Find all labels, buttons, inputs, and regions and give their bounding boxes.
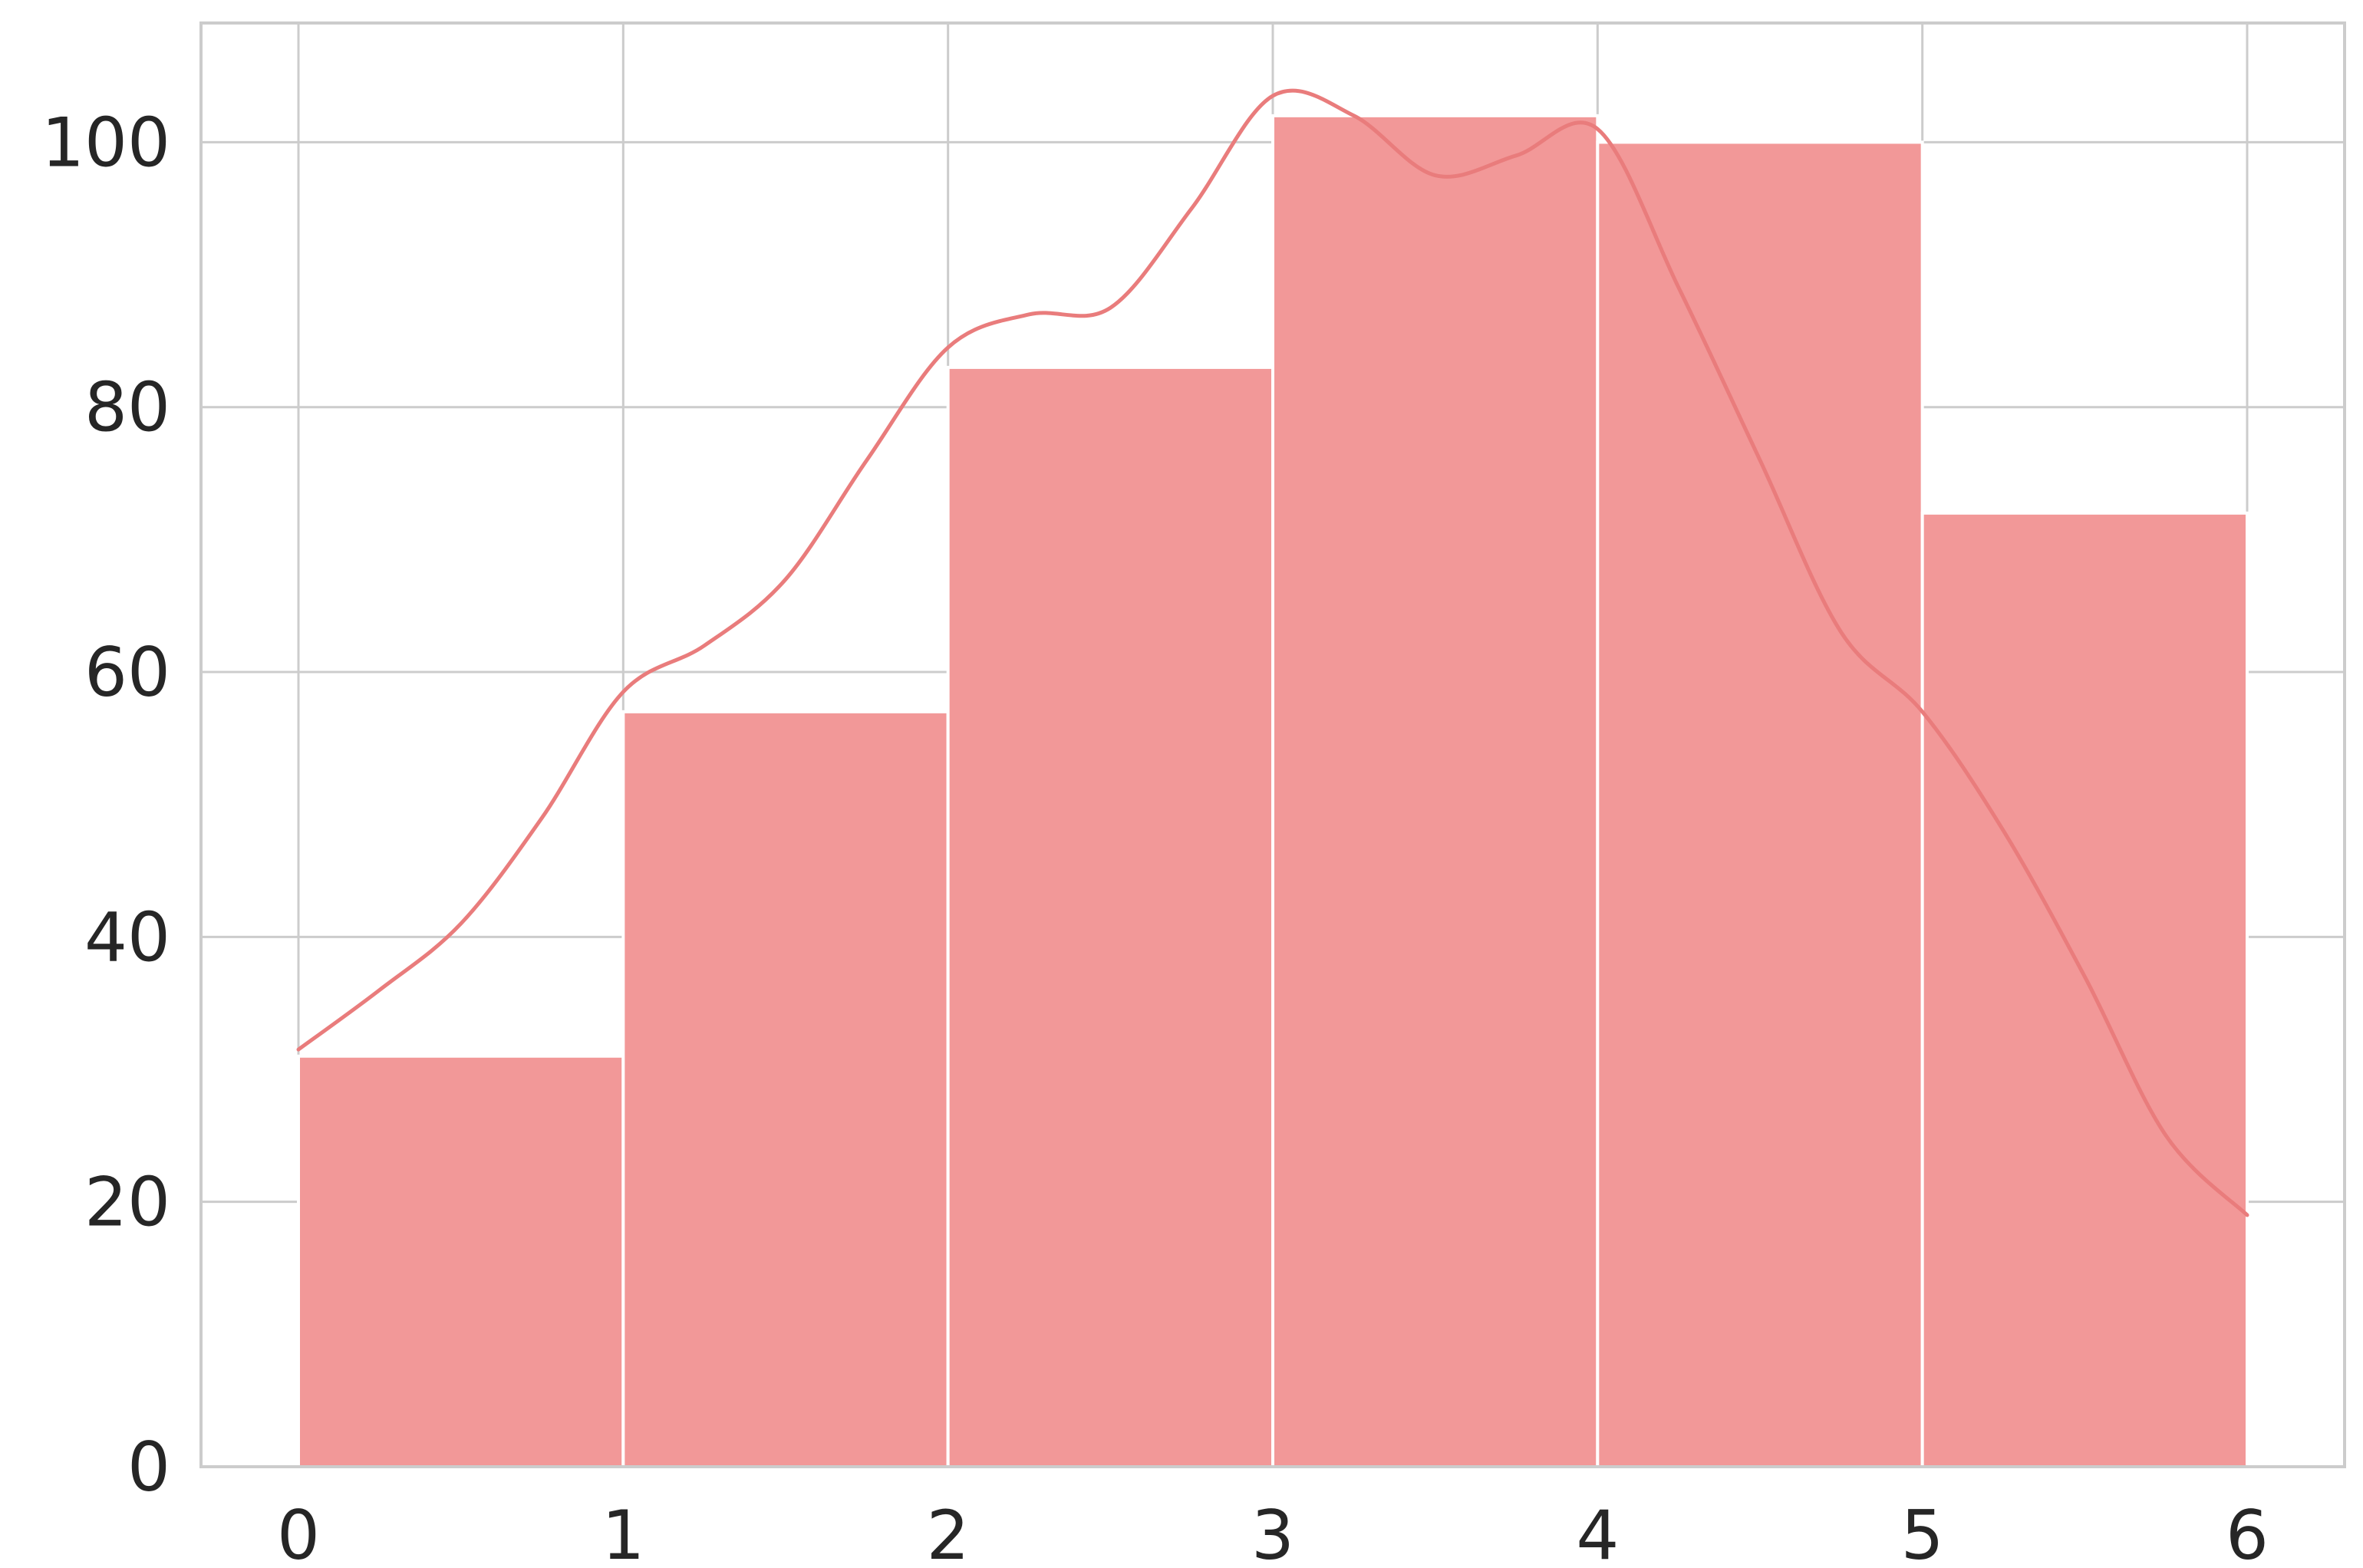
histogram-bar-2 [946,365,1274,1468]
y-tick-label-40: 40 [84,898,170,977]
x-tick-label-5: 5 [1901,1496,1944,1568]
y-axis-ticks: 0 20 40 60 80 100 [41,103,170,1507]
y-tick-label-80: 80 [84,368,170,447]
x-axis-ticks: 0 1 2 3 4 5 6 [277,1496,2269,1568]
x-tick-label-1: 1 [601,1496,644,1568]
y-tick-label-100: 100 [41,103,170,182]
histogram-bar-5 [1920,511,2249,1469]
x-tick-label-0: 0 [277,1496,320,1568]
x-tick-label-2: 2 [927,1496,970,1568]
histogram-bar-3 [1271,114,1600,1468]
y-tick-label-0: 0 [127,1428,170,1507]
histogram-bars [297,114,2249,1469]
histogram-bar-0 [297,1054,625,1468]
y-tick-label-20: 20 [84,1163,170,1242]
x-tick-label-4: 4 [1576,1496,1619,1568]
histogram-bar-4 [1596,140,1924,1468]
x-tick-label-3: 3 [1251,1496,1294,1568]
histogram-bar-1 [621,710,950,1468]
plot-area-frame [199,21,2346,1468]
y-tick-label-60: 60 [84,633,170,712]
kde-curve-line [296,88,2249,1217]
kde-curve-group [296,88,2249,1217]
x-tick-label-6: 6 [2226,1496,2269,1568]
